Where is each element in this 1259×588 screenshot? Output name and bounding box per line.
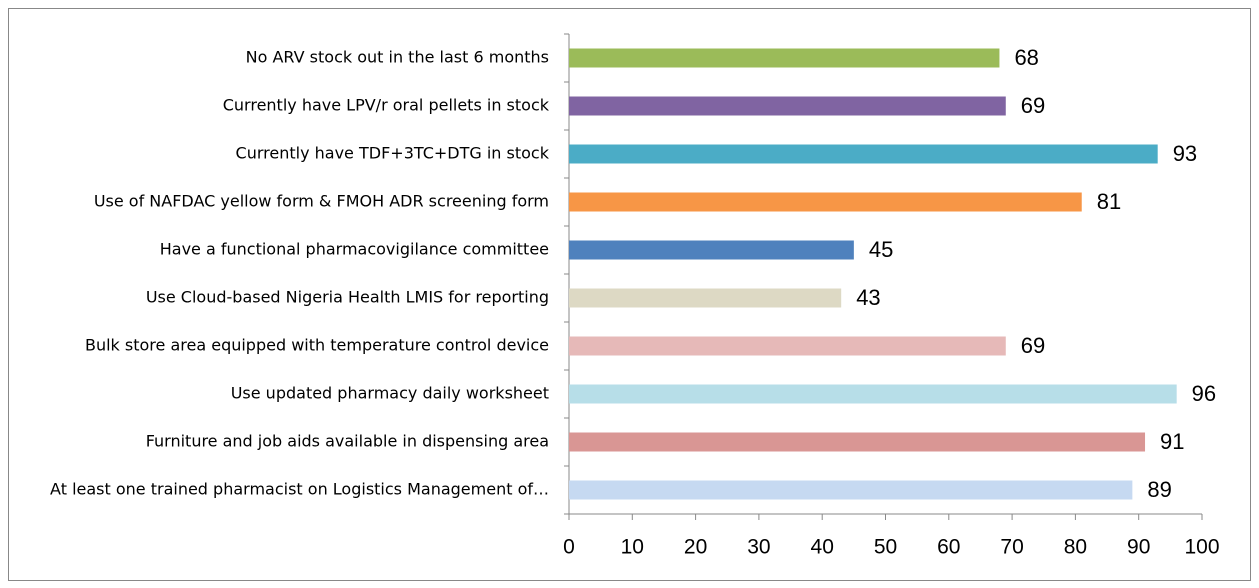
value-label: 93 bbox=[1173, 141, 1197, 166]
x-tick-label: 90 bbox=[1127, 536, 1150, 559]
value-label: 69 bbox=[1021, 93, 1045, 118]
x-tick-label: 100 bbox=[1184, 536, 1219, 559]
value-label: 96 bbox=[1192, 381, 1216, 406]
category-label: Bulk store area equipped with temperatur… bbox=[85, 336, 549, 355]
value-label: 68 bbox=[1014, 45, 1038, 70]
x-tick-label: 0 bbox=[563, 536, 575, 559]
bar bbox=[569, 144, 1158, 164]
x-tick-label: 50 bbox=[874, 536, 897, 559]
category-label: At least one trained pharmacist on Logis… bbox=[50, 480, 549, 499]
category-label: Currently have TDF+3TC+DTG in stock bbox=[236, 144, 550, 163]
value-label: 69 bbox=[1021, 333, 1045, 358]
bar bbox=[569, 96, 1006, 116]
category-label: Use Cloud-based Nigeria Health LMIS for … bbox=[146, 288, 549, 307]
category-label: Currently have LPV/r oral pellets in sto… bbox=[223, 96, 550, 115]
category-label: Use of NAFDAC yellow form & FMOH ADR scr… bbox=[94, 192, 549, 211]
category-label: No ARV stock out in the last 6 months bbox=[246, 48, 549, 67]
category-label: Use updated pharmacy daily worksheet bbox=[231, 384, 549, 403]
x-tick-label: 60 bbox=[937, 536, 960, 559]
bar bbox=[569, 240, 854, 260]
value-label: 81 bbox=[1097, 189, 1121, 214]
value-label: 89 bbox=[1147, 477, 1171, 502]
bar bbox=[569, 48, 1000, 68]
category-label: Furniture and job aids available in disp… bbox=[146, 432, 549, 451]
x-tick-label: 30 bbox=[747, 536, 770, 559]
x-tick-label: 10 bbox=[621, 536, 644, 559]
bar bbox=[569, 336, 1006, 356]
category-label: Have a functional pharmacovigilance comm… bbox=[160, 240, 549, 259]
bar bbox=[569, 480, 1133, 500]
bar bbox=[569, 288, 842, 308]
x-tick-label: 80 bbox=[1064, 536, 1087, 559]
bar bbox=[569, 432, 1146, 452]
x-tick-label: 40 bbox=[811, 536, 834, 559]
x-tick-label: 70 bbox=[1000, 536, 1023, 559]
value-label: 91 bbox=[1160, 429, 1184, 454]
value-label: 45 bbox=[869, 237, 893, 262]
bar bbox=[569, 384, 1177, 404]
value-label: 43 bbox=[856, 285, 880, 310]
x-tick-label: 20 bbox=[684, 536, 707, 559]
bar bbox=[569, 192, 1082, 212]
